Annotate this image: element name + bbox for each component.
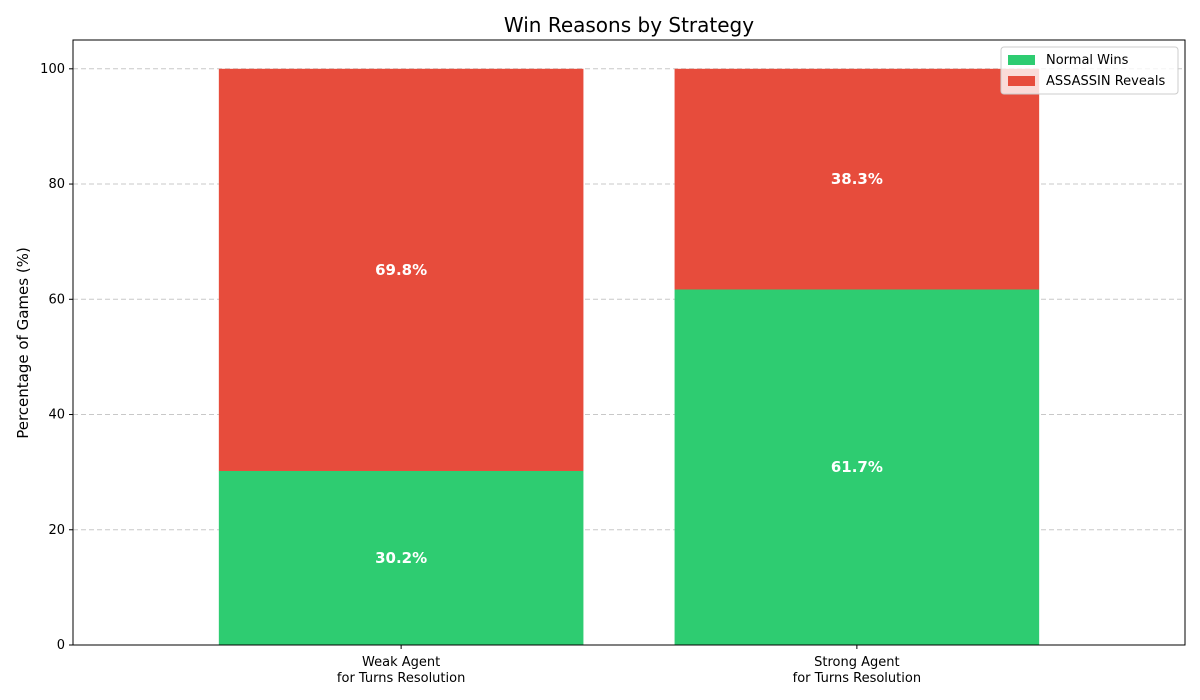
legend-box — [1000, 46, 1179, 95]
chart-title: Win Reasons by Strategy — [504, 13, 754, 37]
legend-swatch — [1008, 55, 1035, 65]
legend-label: Normal Wins — [1046, 53, 1129, 68]
y-axis-ticks: 0 20 40 60 80 100 — [40, 62, 73, 653]
y-tick-label: 40 — [48, 408, 65, 423]
x-tick-label: Strong Agent — [814, 655, 899, 670]
legend: Normal Wins ASSASSIN Reveals — [1000, 46, 1179, 95]
y-tick-label: 100 — [40, 62, 65, 77]
y-tick-label: 60 — [48, 292, 65, 307]
y-axis-label: Percentage of Games (%) — [14, 247, 32, 439]
data-labels: 30.2% 69.8% 61.7% 38.3% — [375, 170, 883, 567]
bar-data-label: 30.2% — [375, 549, 427, 567]
x-tick-label: for Turns Resolution — [337, 671, 465, 686]
y-tick-label: 20 — [48, 523, 65, 538]
axis-frame — [72, 39, 1186, 646]
bars — [218, 68, 1040, 645]
y-tick-label: 0 — [57, 638, 65, 653]
legend-label: ASSASSIN Reveals — [1046, 74, 1165, 89]
y-tick-label: 80 — [48, 177, 65, 192]
bar-data-label: 61.7% — [831, 458, 883, 476]
bar-data-label: 38.3% — [831, 170, 883, 188]
bar-segment — [674, 68, 1040, 290]
x-tick-label: Weak Agent — [362, 655, 440, 670]
legend-swatch — [1008, 76, 1035, 86]
x-tick-label: for Turns Resolution — [793, 671, 921, 686]
bar-segment — [218, 470, 584, 645]
bar-segment — [218, 68, 584, 471]
bar-data-label: 69.8% — [375, 261, 427, 279]
bar-segment — [674, 289, 1040, 645]
